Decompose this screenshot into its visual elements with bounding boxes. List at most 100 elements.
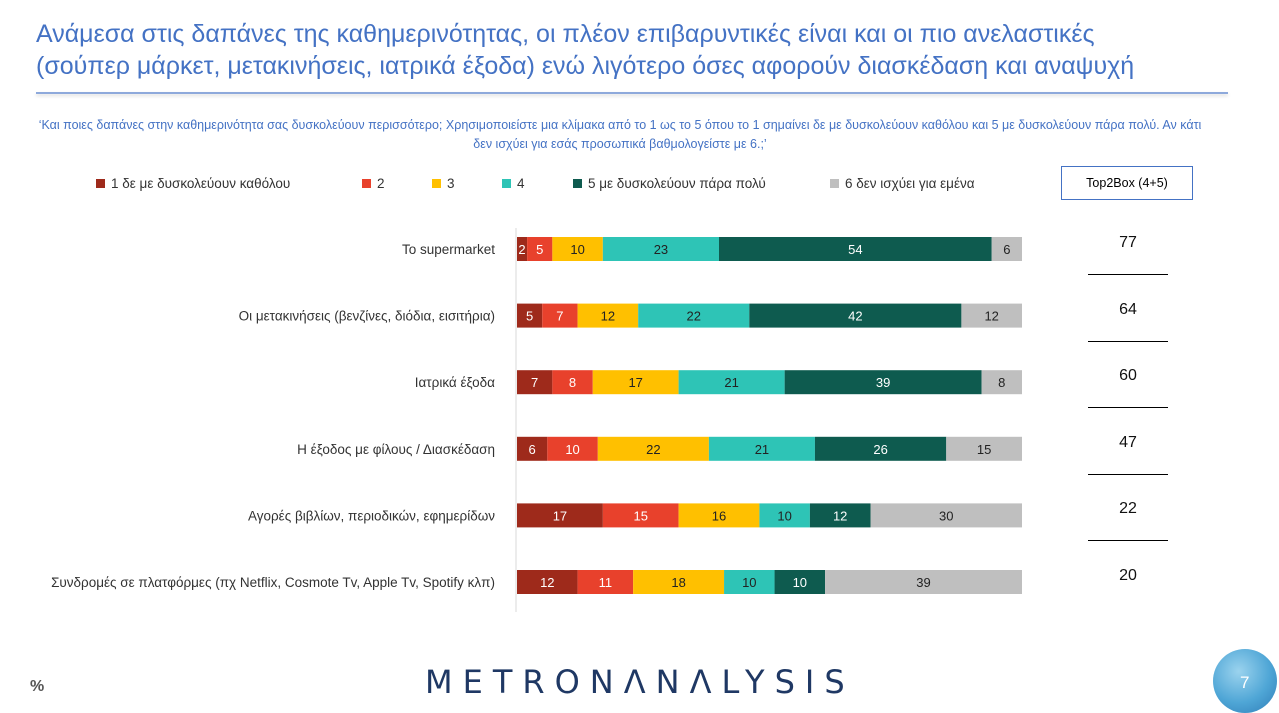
data-label: 10 (570, 242, 584, 257)
bar-segment (517, 570, 578, 594)
bar-segment (678, 370, 785, 395)
legend-swatch (362, 179, 371, 188)
data-label: 39 (876, 375, 890, 390)
survey-question: ‘Και ποιες δαπάνες στην καθημερινότητα σ… (38, 118, 1202, 151)
top2box-value: 60 (1119, 367, 1137, 385)
data-label: 12 (540, 575, 554, 590)
category-label: Αγορές βιβλίων, περιοδικών, εφημερίδων (248, 508, 495, 523)
top2box-divider (1088, 274, 1168, 275)
data-label: 21 (724, 375, 738, 390)
bar-segment (870, 503, 1022, 528)
top2box-value: 77 (1119, 234, 1137, 251)
data-label: 21 (755, 442, 769, 457)
data-label: 12 (601, 309, 615, 324)
top2box-divider (1088, 340, 1168, 342)
data-label: 30 (939, 508, 953, 523)
bar-segment (602, 503, 679, 528)
bar-segment (517, 303, 543, 328)
bar-segment (981, 370, 1022, 395)
chart-legend: 1 δε με δυσκολεύουν καθόλου 2 3 4 5 με δυσκο… (0, 176, 1060, 196)
data-label: 10 (742, 575, 756, 590)
legend-label: 2 (377, 176, 385, 191)
legend-swatch (502, 179, 511, 188)
title-line-1: Ανάμεσα στις δαπάνες της καθημερινότητας… (36, 20, 1095, 48)
bar-segment (774, 570, 826, 594)
legend-item: 4 (502, 176, 525, 191)
top2box-divider (1088, 473, 1168, 475)
title-divider (36, 92, 1228, 94)
bar-segment (517, 503, 603, 528)
category-label: Συνδρομές σε πλατφόρμες (πχ Netflix, Cos… (51, 575, 495, 590)
bar-segment (633, 570, 725, 594)
bar-segment (597, 436, 709, 461)
data-label: 11 (599, 575, 613, 590)
data-label: 16 (712, 508, 726, 523)
bar-segment (592, 370, 679, 395)
slide-title: Ανάμεσα στις δαπάνες της καθημερινότητας… (36, 18, 1256, 82)
data-label: 10 (777, 508, 791, 523)
legend-label: 6 δεν ισχύει για εμένα (845, 176, 975, 191)
bar-segment (946, 436, 1022, 461)
percent-note: % (30, 678, 45, 695)
bar-segment (552, 370, 593, 395)
category-label: Το supermarket (402, 242, 495, 257)
data-label: 5 (526, 309, 533, 324)
legend-item: 3 (432, 176, 455, 191)
bar-segment (542, 303, 578, 328)
data-label: 18 (671, 575, 685, 590)
bar-segment (527, 237, 553, 261)
legend-item: 5 με δυσκολεύουν πάρα πολύ (573, 176, 766, 191)
data-label: 22 (687, 309, 701, 324)
legend-swatch (432, 179, 441, 188)
bar-segment (577, 303, 639, 328)
data-label: 17 (553, 508, 567, 523)
legend-swatch (830, 179, 839, 188)
data-label: 15 (633, 508, 647, 523)
bar-segment (724, 570, 775, 594)
bar-segment (809, 503, 871, 528)
data-label: 7 (556, 309, 563, 324)
legend-label: 4 (517, 176, 525, 191)
data-label: 12 (984, 309, 998, 324)
bar-segment (517, 237, 528, 261)
bar-segment (784, 370, 982, 395)
bar-segment (517, 370, 553, 395)
legend-swatch (573, 179, 582, 188)
page-badge-icon (1213, 649, 1277, 713)
bar-segment (577, 570, 634, 594)
data-label: 42 (848, 309, 862, 324)
data-label: 26 (873, 442, 887, 457)
category-label: Η έξοδος με φίλους / Διασκέδαση (297, 442, 495, 457)
data-label: 22 (646, 442, 660, 457)
legend-item: 2 (362, 176, 385, 191)
title-line-2: (σούπερ μάρκετ, μετακινήσεις, ιατρικά έξ… (36, 52, 1135, 80)
data-label: 6 (529, 442, 536, 457)
bar-segment (602, 237, 719, 261)
top2box-value: 22 (1119, 500, 1137, 518)
top2box-divider (1088, 407, 1168, 409)
data-label: 17 (628, 375, 642, 390)
data-label: 10 (793, 575, 807, 590)
bar-segment (547, 436, 598, 461)
bar-segment (552, 237, 603, 261)
data-label: 5 (536, 242, 543, 257)
bar-segment (719, 237, 992, 261)
data-label: 8 (998, 375, 1005, 390)
bar-segment (814, 436, 947, 461)
category-label: Οι μετακινήσεις (βενζίνες, διόδια, εισιτ… (239, 309, 495, 324)
top2box-value: 64 (1119, 300, 1137, 318)
legend-item: 6 δεν ισχύει για εμένα (830, 176, 975, 191)
legend-swatch (96, 179, 105, 188)
top2box-header: Top2Box (4+5) (1061, 166, 1193, 200)
data-label: 15 (977, 442, 991, 457)
bar-segment (678, 503, 760, 528)
data-label: 10 (565, 442, 579, 457)
data-label: 12 (833, 508, 847, 523)
legend-label: 3 (447, 176, 455, 191)
bar-segment (638, 303, 750, 328)
top2box-divider (1088, 540, 1168, 542)
legend-label: 5 με δυσκολεύουν πάρα πολύ (588, 176, 766, 191)
top2box-value: 20 (1119, 567, 1137, 584)
top2box-value: 47 (1119, 433, 1137, 451)
